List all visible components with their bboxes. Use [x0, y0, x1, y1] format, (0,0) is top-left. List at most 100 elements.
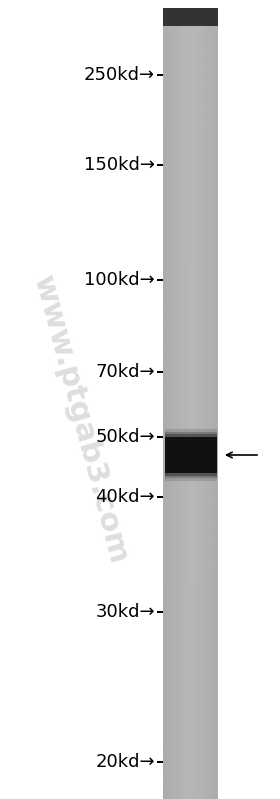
Bar [157, 496, 163, 498]
Bar [163, 582, 218, 602]
Bar [192, 8, 194, 799]
Bar [217, 8, 218, 799]
Bar [179, 8, 181, 799]
Bar [205, 8, 207, 799]
Bar [157, 74, 163, 76]
Bar [203, 8, 205, 799]
Bar [182, 8, 184, 799]
Bar [163, 740, 218, 761]
Bar [198, 8, 199, 799]
Bar [179, 8, 180, 799]
Bar [163, 641, 218, 662]
Bar [174, 8, 175, 799]
Bar [163, 779, 218, 799]
Bar [163, 324, 218, 345]
Bar [186, 8, 187, 799]
Bar [165, 432, 217, 478]
Bar [196, 8, 197, 799]
Bar [172, 8, 174, 799]
Text: 50kd→: 50kd→ [95, 428, 155, 446]
Bar [209, 8, 210, 799]
Bar [216, 8, 218, 799]
Bar [163, 720, 218, 741]
Bar [163, 621, 218, 642]
Bar [211, 8, 212, 799]
Text: www.ptgab3.com: www.ptgab3.com [27, 272, 132, 567]
Bar [163, 285, 218, 306]
Bar [163, 265, 218, 286]
Bar [163, 483, 218, 503]
Bar [178, 8, 179, 799]
Bar [163, 206, 218, 227]
Bar [197, 8, 198, 799]
Bar [208, 8, 209, 799]
Bar [188, 8, 189, 799]
Bar [189, 8, 190, 799]
Bar [171, 8, 173, 799]
Bar [163, 562, 218, 582]
Bar [163, 602, 218, 622]
Bar [163, 443, 218, 464]
Bar [157, 279, 163, 281]
Bar [185, 8, 186, 799]
Bar [204, 8, 206, 799]
Bar [165, 437, 217, 473]
Bar [163, 67, 218, 88]
Bar [177, 8, 178, 799]
Bar [163, 403, 218, 424]
Bar [163, 245, 218, 266]
Bar [163, 127, 218, 148]
Text: 70kd→: 70kd→ [95, 363, 155, 381]
Bar [207, 8, 208, 799]
Bar [173, 8, 174, 799]
Bar [200, 8, 202, 799]
Bar [164, 8, 165, 799]
Bar [163, 344, 218, 365]
Bar [163, 8, 218, 26]
Bar [163, 661, 218, 682]
Bar [157, 164, 163, 166]
Text: 20kd→: 20kd→ [95, 753, 155, 771]
Bar [192, 8, 193, 799]
Bar [213, 8, 215, 799]
Bar [176, 8, 177, 799]
Bar [163, 523, 218, 543]
Bar [190, 8, 191, 799]
Bar [166, 8, 167, 799]
Text: 150kd→: 150kd→ [84, 156, 155, 174]
Bar [163, 166, 218, 187]
Bar [167, 8, 168, 799]
Bar [184, 8, 185, 799]
Bar [157, 371, 163, 373]
Bar [202, 8, 203, 799]
Bar [163, 48, 218, 69]
Bar [163, 186, 218, 207]
Text: 30kd→: 30kd→ [95, 603, 155, 621]
Bar [163, 384, 218, 404]
Bar [213, 8, 214, 799]
Bar [163, 146, 218, 167]
Bar [163, 542, 218, 562]
Bar [175, 8, 176, 799]
Bar [163, 304, 218, 325]
Bar [212, 8, 213, 799]
Bar [157, 611, 163, 613]
Bar [163, 107, 218, 128]
Bar [202, 8, 204, 799]
Bar [163, 423, 218, 444]
Bar [170, 8, 172, 799]
Bar [181, 8, 183, 799]
Bar [165, 434, 217, 476]
Bar [165, 8, 166, 799]
Bar [163, 225, 218, 246]
Bar [194, 8, 196, 799]
Bar [193, 8, 195, 799]
Bar [169, 8, 171, 799]
Bar [163, 8, 218, 29]
Bar [214, 8, 216, 799]
Bar [168, 8, 169, 799]
Bar [206, 8, 207, 799]
Bar [165, 429, 217, 481]
Bar [183, 8, 185, 799]
Bar [163, 364, 218, 385]
